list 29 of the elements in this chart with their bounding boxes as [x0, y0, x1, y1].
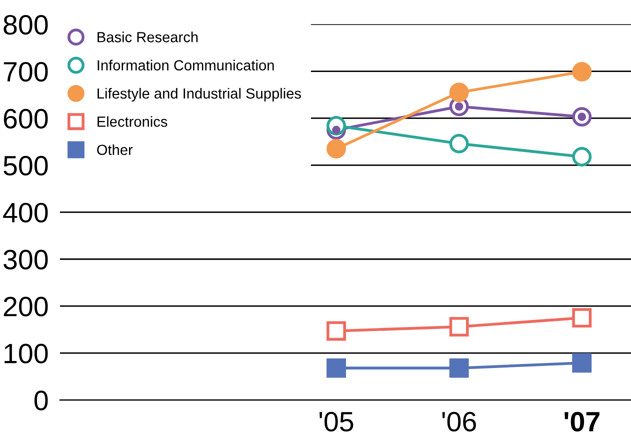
point: [326, 139, 346, 158]
legend-label: Information Communication: [98, 60, 274, 70]
point: [326, 321, 346, 341]
point: [326, 358, 346, 378]
point: [572, 353, 592, 373]
x-tick-label: '05: [320, 412, 354, 432]
point: [449, 134, 469, 154]
y-tick-label: 400: [3, 202, 48, 222]
y-tick-label: 800: [4, 14, 48, 35]
y-tick-label: 700: [4, 62, 48, 82]
x-tick-label: '07: [564, 412, 600, 432]
legend-label: Lifestyle and Industrial Supplies: [98, 88, 301, 102]
y-tick-label: 200: [4, 296, 48, 316]
point: [449, 358, 469, 378]
point: [572, 107, 592, 127]
legend-label: Electronics: [98, 116, 168, 127]
y-tick-label: 600: [4, 108, 48, 129]
y-tick-label: 500: [4, 156, 48, 176]
legend-label: Other: [97, 144, 133, 156]
y-tick-label: 100: [4, 344, 48, 364]
y-tick-label: 0: [34, 390, 48, 410]
point: [572, 62, 592, 82]
point: [449, 82, 469, 102]
point: [449, 317, 469, 336]
x-tick-label: '06: [442, 412, 476, 432]
point: [572, 308, 592, 328]
point: [572, 147, 592, 166]
y-tick-label: 300: [4, 250, 48, 270]
legend-label: Basic Research: [98, 32, 198, 42]
